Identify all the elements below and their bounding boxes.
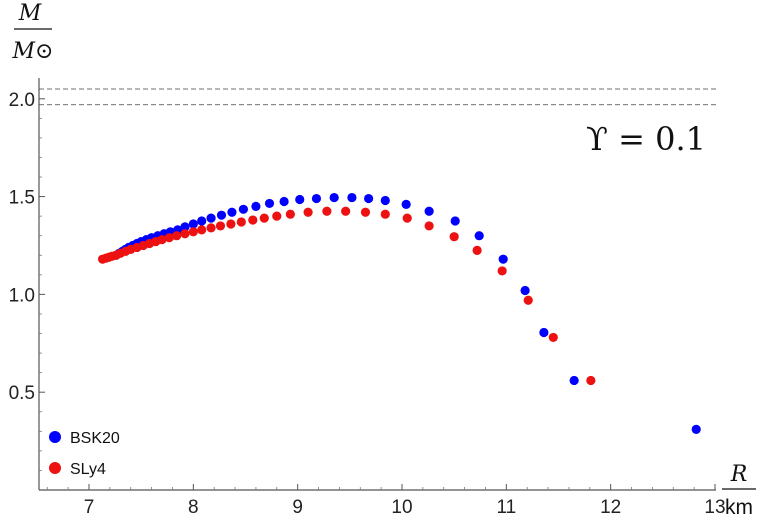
data-point	[180, 222, 190, 232]
data-point	[238, 204, 249, 214]
data-point	[259, 213, 269, 223]
data-point	[520, 285, 530, 296]
data-point	[206, 223, 216, 233]
data-point	[691, 424, 701, 434]
data-point	[206, 213, 216, 223]
x-axis-title: R km	[722, 462, 756, 519]
data-point	[329, 192, 339, 203]
data-point	[401, 199, 411, 210]
reference-lines	[39, 88, 718, 106]
legend-label: SLy4	[70, 461, 106, 478]
data-point	[188, 227, 198, 237]
x-tick-label: 13	[704, 497, 725, 518]
data-point	[424, 206, 434, 216]
data-point	[279, 196, 289, 207]
data-point	[450, 216, 460, 226]
legend-marker	[49, 431, 61, 443]
data-point	[236, 217, 246, 227]
data-point	[197, 216, 207, 226]
data-point	[157, 235, 167, 245]
data-point	[248, 215, 258, 225]
data-point	[227, 207, 237, 217]
data-point	[360, 207, 371, 217]
data-point	[295, 194, 305, 205]
data-point	[523, 295, 533, 305]
series-SLy4	[97, 206, 596, 386]
data-point	[303, 207, 313, 217]
data-point	[226, 219, 236, 229]
data-point	[364, 193, 374, 204]
data-point	[569, 375, 579, 386]
data-point	[272, 211, 282, 221]
y-tick-label: 1.5	[9, 188, 35, 209]
x-axis-unit: km	[725, 496, 753, 519]
data-point	[380, 195, 390, 206]
data-point	[197, 225, 207, 235]
y-axis-variable: M	[18, 1, 42, 26]
data-point	[402, 213, 412, 223]
data-point	[264, 198, 275, 209]
y-tick-label: 0.5	[9, 383, 35, 404]
x-tick-label: 10	[391, 497, 412, 518]
data-point	[216, 210, 227, 220]
y-axis-title: M M⊙	[12, 1, 54, 64]
data-point	[172, 231, 182, 241]
x-tick-label: 11	[496, 497, 516, 518]
data-point	[586, 375, 596, 386]
x-tick-label: 8	[188, 497, 199, 518]
data-point	[341, 206, 351, 216]
data-point	[472, 245, 482, 255]
data-point	[215, 221, 226, 231]
x-tick-label: 12	[600, 497, 621, 518]
data-point	[497, 266, 507, 276]
data-point	[498, 254, 508, 264]
data-point	[424, 221, 434, 231]
data-point	[347, 192, 357, 203]
legend: BSK20 SLy4	[49, 430, 120, 478]
data-point	[322, 206, 332, 216]
data-point	[251, 201, 261, 211]
data-point	[285, 209, 295, 219]
data-point	[180, 229, 190, 239]
y-axis-unit: M⊙	[12, 39, 54, 64]
data-point	[539, 327, 549, 338]
data-point	[474, 231, 484, 241]
y-tick-label: 1.0	[9, 285, 35, 306]
y-tick-label: 2.0	[9, 90, 35, 111]
legend-label: BSK20	[70, 430, 120, 447]
legend-marker	[49, 462, 61, 474]
x-tick-label: 7	[84, 497, 95, 518]
data-point	[164, 233, 174, 243]
x-tick-label: 9	[292, 497, 303, 518]
data-point	[449, 232, 459, 242]
data-point	[188, 219, 198, 229]
data-point	[311, 193, 322, 204]
data-points	[97, 192, 701, 434]
data-point	[380, 209, 390, 219]
ticks: 7 8 9 10 11 12 13 0.5 1.0 1.5 2.0	[9, 90, 726, 518]
upsilon-annotation: ϒ = 0.1	[586, 120, 706, 158]
data-point	[548, 332, 558, 343]
x-axis-variable: R	[730, 462, 748, 487]
